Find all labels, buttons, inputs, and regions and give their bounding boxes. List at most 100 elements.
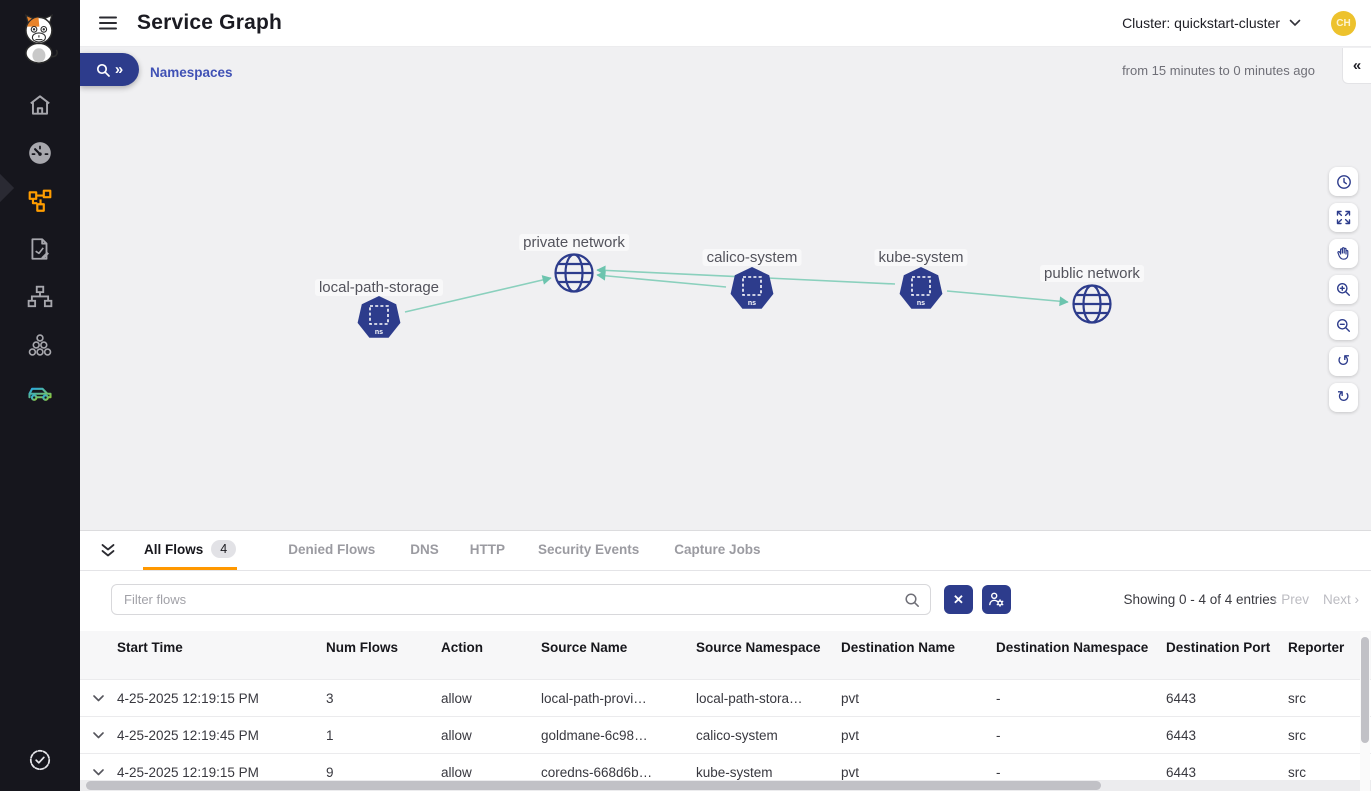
tab-dns[interactable]: DNS: [409, 531, 440, 570]
horizontal-scrollbar-thumb[interactable]: [86, 781, 1101, 790]
cluster-selector[interactable]: Cluster: quickstart-cluster: [1122, 15, 1301, 31]
cell-destination-port: 6443: [1166, 727, 1197, 743]
time-settings-button[interactable]: [1329, 167, 1358, 196]
graph-node-network[interactable]: [1071, 283, 1113, 325]
cell-action: allow: [441, 690, 472, 706]
column-header[interactable]: Source Namespace: [696, 640, 821, 655]
graph-node-namespace[interactable]: ns: [730, 266, 774, 312]
sidebar-item-home[interactable]: [0, 85, 80, 125]
cell-action: allow: [441, 727, 472, 743]
ns-badge: ns: [748, 300, 756, 307]
sidebar-item-policies[interactable]: [0, 229, 80, 269]
next-page-button[interactable]: Next ›: [1322, 592, 1359, 607]
search-icon: [96, 63, 110, 77]
compliance-badge-icon: [27, 747, 53, 773]
breadcrumb[interactable]: Namespaces: [150, 65, 233, 80]
zoom-in-icon: [1336, 282, 1351, 297]
sidebar-item-cluster[interactable]: [0, 325, 80, 365]
cell-destination-namespace: -: [996, 764, 1001, 780]
cell-start-time: 4-25-2025 12:19:15 PM: [117, 690, 259, 706]
row-expander[interactable]: [90, 731, 117, 739]
clear-filter-button[interactable]: ✕: [944, 585, 973, 614]
tab-denied-flows[interactable]: Denied Flows: [287, 531, 376, 570]
cell-source-name: coredns-668d6b…: [541, 764, 653, 780]
column-header[interactable]: Destination Name: [841, 640, 956, 655]
flows-panel: All Flows 4 Denied Flows DNS HTTP Securi…: [80, 530, 1371, 791]
graph-node-label[interactable]: public network: [1040, 265, 1144, 282]
refresh-button[interactable]: ↻: [1329, 383, 1358, 412]
top-header: Service Graph Cluster: quickstart-cluste…: [80, 0, 1371, 47]
column-header[interactable]: Action: [441, 640, 483, 655]
time-icon: [1336, 174, 1352, 190]
zoom-in-button[interactable]: [1329, 275, 1358, 304]
tab-label: Security Events: [538, 541, 640, 557]
vertical-scrollbar-thumb[interactable]: [1361, 637, 1369, 743]
avatar[interactable]: CH: [1331, 10, 1356, 36]
row-expander[interactable]: [90, 694, 117, 702]
sidebar-item-service-graph[interactable]: [0, 181, 80, 221]
search-icon[interactable]: [904, 592, 930, 608]
cell-reporter: src: [1288, 764, 1306, 780]
cell-destination-port: 6443: [1166, 690, 1197, 706]
graph-node-namespace[interactable]: ns: [357, 295, 401, 341]
cell-destination-namespace: -: [996, 690, 1001, 706]
graph-node-label[interactable]: kube-system: [874, 249, 968, 266]
vertical-scrollbar[interactable]: [1360, 632, 1370, 791]
graph-node-label[interactable]: local-path-storage: [314, 279, 444, 296]
graph-node-namespace[interactable]: ns: [899, 266, 943, 312]
cell-num-flows: 3: [326, 690, 334, 706]
cell-num-flows: 1: [326, 727, 334, 743]
sidebar: [0, 0, 80, 791]
prev-page-button[interactable]: ‹ Prev: [1272, 592, 1309, 607]
flow-config-button[interactable]: [982, 585, 1011, 614]
zoom-out-button[interactable]: [1329, 311, 1358, 340]
filter-flows-input[interactable]: [112, 592, 904, 607]
tab-label: DNS: [410, 541, 439, 557]
row-expander[interactable]: [90, 768, 117, 776]
column-header[interactable]: Start Time: [117, 640, 183, 655]
undo-icon: ↺: [1336, 352, 1351, 370]
table-row[interactable]: 4-25-2025 12:19:15 PM 3 allow local-path…: [80, 679, 1371, 716]
panel-collapse-button[interactable]: [97, 531, 119, 570]
pan-hand-icon: [1336, 246, 1351, 261]
table-row[interactable]: 4-25-2025 12:19:45 PM 1 allow goldmane-6…: [80, 716, 1371, 753]
pan-button[interactable]: [1329, 239, 1358, 268]
user-settings-icon: [988, 591, 1005, 608]
sidebar-item-network-tiers[interactable]: [0, 277, 80, 317]
cell-source-name: goldmane-6c98…: [541, 727, 648, 743]
graph-node-network[interactable]: [553, 252, 595, 294]
cluster-selector-label: Cluster: quickstart-cluster: [1122, 15, 1280, 31]
fit-screen-button[interactable]: [1329, 203, 1358, 232]
cluster-icon: [27, 332, 53, 358]
cell-source-namespace: calico-system: [696, 727, 778, 743]
hamburger-menu-button[interactable]: [96, 11, 120, 35]
column-header[interactable]: Reporter: [1288, 640, 1345, 655]
sidebar-item-car[interactable]: [0, 372, 80, 412]
horizontal-scrollbar[interactable]: [80, 780, 1371, 791]
column-header[interactable]: Destination Port: [1166, 640, 1271, 655]
graph-node-label[interactable]: calico-system: [702, 249, 802, 266]
pagination: ‹ Prev Next ›: [1273, 592, 1359, 607]
column-header[interactable]: Source Name: [541, 640, 628, 655]
page-title: Service Graph: [137, 11, 283, 34]
time-range-label: from 15 minutes to 0 minutes ago: [1122, 63, 1315, 78]
home-icon: [27, 92, 53, 118]
tab-all-flows[interactable]: All Flows 4: [143, 531, 238, 570]
column-header[interactable]: Num Flows: [326, 640, 399, 655]
graph-search-pill[interactable]: »: [80, 53, 139, 86]
showing-entries-label: Showing 0 - 4 of 4 entries: [1123, 592, 1277, 607]
sidebar-item-dashboard[interactable]: [0, 133, 80, 173]
tab-http[interactable]: HTTP: [469, 531, 506, 570]
tab-capture-jobs[interactable]: Capture Jobs: [673, 531, 761, 570]
cell-start-time: 4-25-2025 12:19:45 PM: [117, 727, 259, 743]
cell-destination-name: pvt: [841, 764, 860, 780]
service-graph-canvas: » Namespaces from 15 minutes to 0 minute…: [80, 47, 1371, 530]
graph-node-label[interactable]: private network: [519, 234, 629, 251]
right-panel-collapse-button[interactable]: «: [1342, 48, 1371, 84]
tab-security-events[interactable]: Security Events: [537, 531, 640, 570]
sidebar-footer[interactable]: [0, 747, 80, 773]
cell-destination-namespace: -: [996, 727, 1001, 743]
undo-button[interactable]: ↺: [1329, 347, 1358, 376]
column-header[interactable]: Destination Namespace: [996, 640, 1149, 655]
